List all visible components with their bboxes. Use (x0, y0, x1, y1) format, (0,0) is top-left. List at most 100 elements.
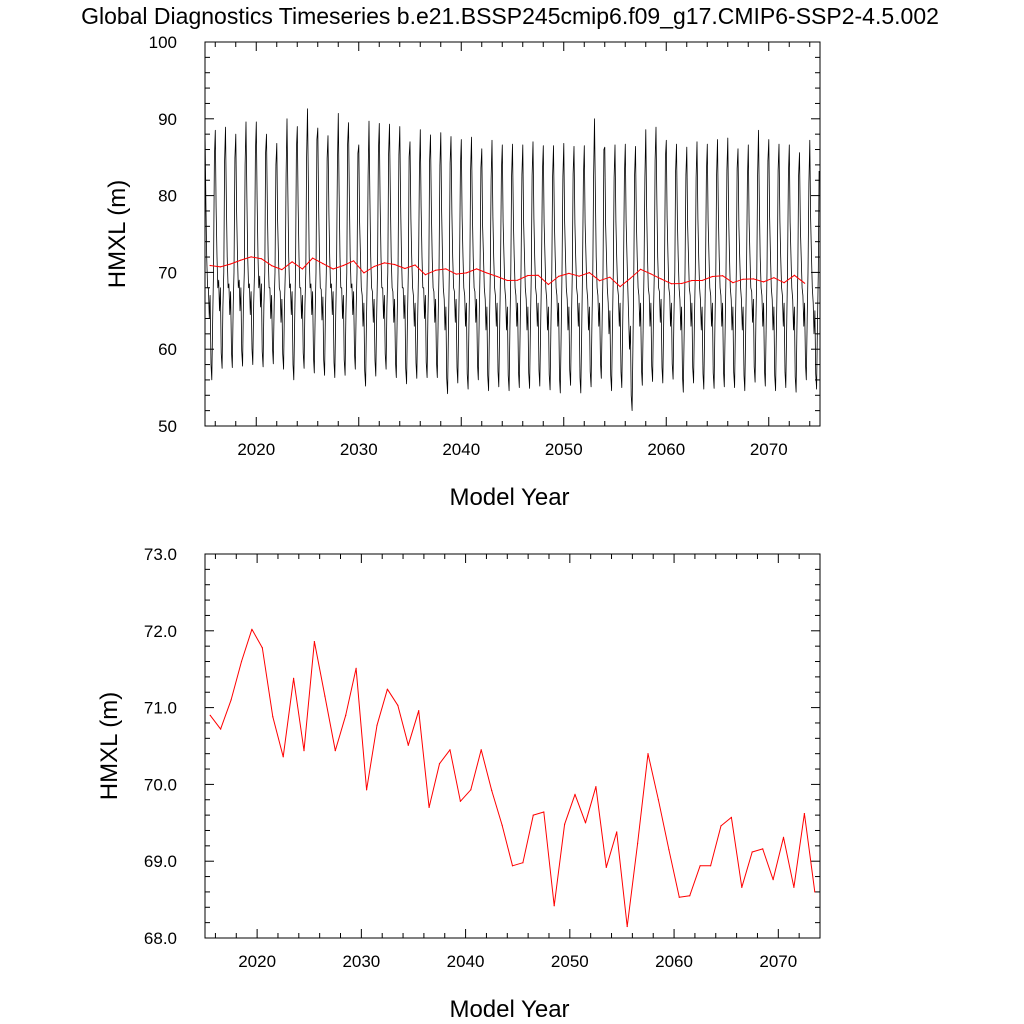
bottom-plot-hmxl-annual: 2020 2030 2040 2050 2060 2070 68.0 69.0 70.0 71.0… (96, 545, 821, 1023)
data-point (772, 879, 774, 881)
data-point (537, 274, 539, 276)
data-point (418, 710, 420, 712)
data-point (588, 272, 591, 274)
data-point (480, 749, 482, 751)
data-point (626, 925, 628, 928)
data-point (209, 264, 211, 267)
x-axis-label: Model Year (449, 996, 569, 1023)
data-point (701, 279, 703, 282)
data-point (522, 862, 524, 864)
data-point (313, 641, 315, 643)
data-point (699, 865, 701, 867)
y-tick-label: 70 (158, 263, 177, 282)
x-tick-label: 2050 (551, 952, 589, 971)
x-tick-label: 2050 (545, 440, 583, 459)
data-point (517, 279, 519, 281)
x-tick-label: 2070 (750, 440, 788, 459)
data-point (363, 272, 365, 274)
data-point (722, 275, 724, 277)
data-point (209, 714, 211, 716)
data-point (629, 277, 632, 279)
data-point (230, 263, 232, 265)
x-tick-label: 2040 (447, 952, 485, 971)
data-point (763, 281, 765, 283)
data-point (271, 265, 273, 267)
data-point (668, 849, 670, 851)
data-point (720, 825, 722, 827)
data-point (803, 813, 806, 815)
data-point (660, 278, 662, 280)
data-point (470, 789, 472, 791)
data-point (568, 272, 570, 274)
y-axis-label: HMXL (m) (96, 692, 123, 800)
data-point (616, 831, 618, 833)
data-point (793, 886, 795, 888)
data-point (657, 799, 660, 801)
x-tick-label: 2020 (238, 952, 276, 971)
data-point (376, 724, 378, 726)
y-tick-label: 50 (158, 417, 177, 436)
data-point (647, 753, 649, 755)
plot-frame (204, 553, 821, 939)
data-point (584, 822, 587, 824)
data-point (272, 716, 274, 718)
data-point (532, 814, 534, 816)
data-point (428, 806, 430, 809)
data-point (334, 750, 336, 752)
data-point (373, 265, 375, 268)
x-tick-label: 2060 (655, 952, 693, 971)
data-point (394, 263, 396, 266)
x-tick-label: 2030 (340, 440, 378, 459)
data-point (782, 836, 785, 839)
data-point (291, 261, 293, 263)
y-tick-label: 68.0 (144, 929, 177, 948)
series-line-annual-mean (209, 628, 816, 927)
data-point (261, 647, 263, 649)
data-point (282, 756, 284, 758)
data-point (501, 824, 503, 826)
data-point (689, 895, 691, 897)
data-point (414, 264, 416, 266)
data-point (366, 789, 368, 791)
data-point (459, 800, 461, 802)
data-point (397, 704, 399, 706)
y-tick-label: 100 (149, 33, 177, 52)
series-line-monthly (205, 108, 820, 412)
y-tick-label: 69.0 (144, 852, 177, 871)
y-tick-label: 73.0 (144, 545, 177, 564)
series-group (205, 108, 820, 412)
data-point (324, 695, 326, 697)
data-point (312, 257, 314, 259)
data-point (511, 865, 514, 867)
data-point (678, 896, 680, 898)
y-tick-label: 60 (158, 340, 177, 359)
x-tick-label: 2020 (237, 440, 275, 459)
data-point (251, 628, 253, 630)
data-point (730, 816, 733, 819)
data-point (455, 273, 457, 275)
data-point (681, 282, 683, 285)
plot-frame (204, 41, 821, 427)
data-point (527, 274, 529, 277)
data-point (637, 842, 639, 845)
figure-title: Global Diagnostics Timeseries b.e21.BSSP… (81, 3, 939, 29)
data-point (506, 279, 508, 282)
data-point (619, 286, 621, 288)
y-tick-label: 90 (158, 110, 177, 129)
data-point (220, 728, 222, 730)
data-point (293, 677, 295, 680)
data-point (732, 282, 734, 284)
data-point (342, 264, 344, 267)
data-point (260, 258, 262, 260)
y-tick-label: 80 (158, 187, 177, 206)
data-point (578, 275, 580, 277)
data-point (322, 263, 324, 265)
data-point (752, 278, 755, 280)
data-point (424, 274, 426, 276)
top-plot-hmxl-monthly: 2020 2030 2040 2050 2060 2070 50 60 70 80 90 100 Mod… (104, 33, 821, 511)
x-tick-label: 2070 (759, 952, 797, 971)
data-point (553, 905, 555, 907)
data-point (751, 851, 753, 853)
data-point (741, 886, 743, 888)
